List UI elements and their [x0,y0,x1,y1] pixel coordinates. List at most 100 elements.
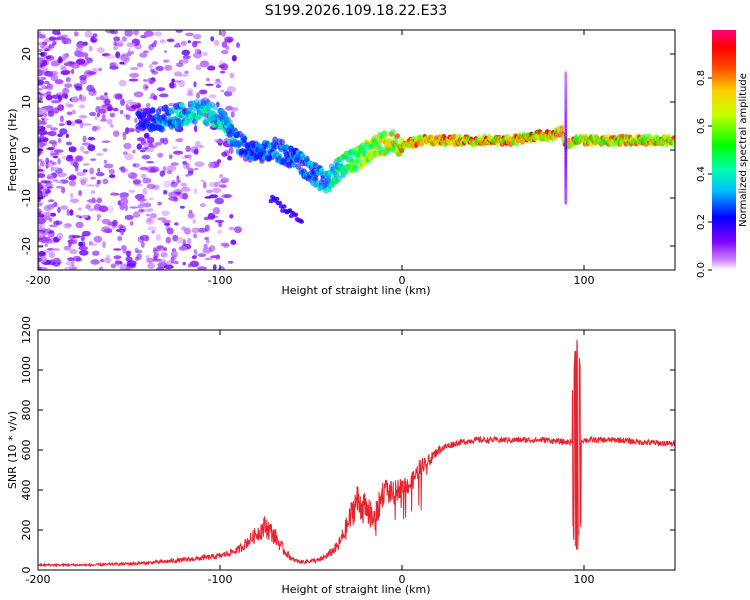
noise-cell [38,119,42,126]
noise-cell [179,205,185,209]
noise-cell [146,213,150,217]
noise-cell [218,180,227,184]
noise-cell [69,192,74,199]
noise-cell [38,76,46,81]
noise-cell [38,34,46,39]
noise-cell [65,76,71,83]
noise-cell [68,146,77,153]
ridge-cell [283,144,290,150]
noise-cell [113,40,117,46]
noise-cell [140,241,145,248]
noise-cell [38,266,42,270]
noise-cell [38,94,41,98]
noise-cell [79,75,87,81]
noise-cell [75,44,85,49]
noise-cell [236,42,240,48]
noise-cell [165,236,171,244]
noise-cell [212,264,217,270]
ridge-cell [184,119,191,126]
noise-cell [38,173,46,178]
noise-cell [53,149,64,153]
noise-cell [219,184,227,188]
noise-cell [220,177,230,183]
noise-cell [89,167,95,175]
noise-cell [82,163,90,166]
noise-cell [212,187,222,194]
noise-cell [199,89,208,95]
noise-cell [161,219,171,224]
noise-cell [90,158,97,162]
noise-cell [69,248,78,255]
noise-cell [126,42,135,48]
noise-cell [110,124,114,128]
noise-cell [163,264,174,270]
noise-cell [136,143,142,150]
noise-cell [139,149,146,153]
noise-cell [206,189,213,194]
noise-cell [199,60,210,68]
noise-cell [38,48,43,53]
noise-cell [85,184,95,187]
noise-cell [39,33,47,39]
noise-cell [80,234,85,242]
noise-cell [69,198,80,204]
noise-cell [147,262,156,269]
noise-cell [139,234,150,241]
noise-cell [215,84,221,89]
noise-cell [55,220,60,226]
noise-cell [74,119,83,124]
noise-cell [118,54,129,62]
noise-cell [53,166,59,171]
noise-cell [170,181,178,188]
noise-cell [149,63,153,70]
noise-cell [66,120,72,126]
noise-cell [136,137,145,142]
y-tick-label: 400 [20,480,33,501]
noise-cell [98,108,107,114]
noise-cell [119,109,124,115]
noise-cell [40,255,47,263]
noise-cell [192,34,202,40]
noise-cell [113,36,121,42]
noise-cell [148,143,154,148]
noise-cell [213,39,220,47]
noise-cell [187,212,195,219]
noise-cell [82,169,88,173]
noise-cell [71,68,75,75]
noise-cell [125,103,129,111]
noise-cell [69,61,76,65]
noise-cell [126,260,137,267]
y-tick-label: 800 [20,400,33,421]
noise-cell [38,142,42,149]
noise-cell [197,266,207,270]
noise-cell [48,36,57,41]
noise-cell [47,186,53,189]
spike-cell [564,71,568,76]
noise-cell [63,40,67,44]
noise-cell [121,36,127,42]
ridge-cell [355,157,361,165]
noise-cell [81,142,91,146]
noise-cell [87,144,96,152]
noise-cell [157,201,162,206]
noise-cell [71,235,81,239]
noise-cell [132,179,141,185]
noise-cell [176,137,184,143]
noise-cell [126,51,132,57]
ridge-cell [160,125,166,133]
noise-cell [102,258,112,263]
noise-cell [230,239,237,245]
noise-cell [142,177,152,184]
noise-cell [38,79,45,86]
noise-cell [157,152,164,158]
noise-cell [88,45,93,52]
noise-cell [141,173,147,180]
noise-cell [215,140,225,144]
noise-cell [214,81,223,85]
noise-cell [93,235,103,243]
noise-cell [42,41,48,46]
noise-cell [137,204,144,209]
noise-cell [76,40,85,49]
noise-cell [113,45,118,51]
noise-cell [147,136,155,144]
